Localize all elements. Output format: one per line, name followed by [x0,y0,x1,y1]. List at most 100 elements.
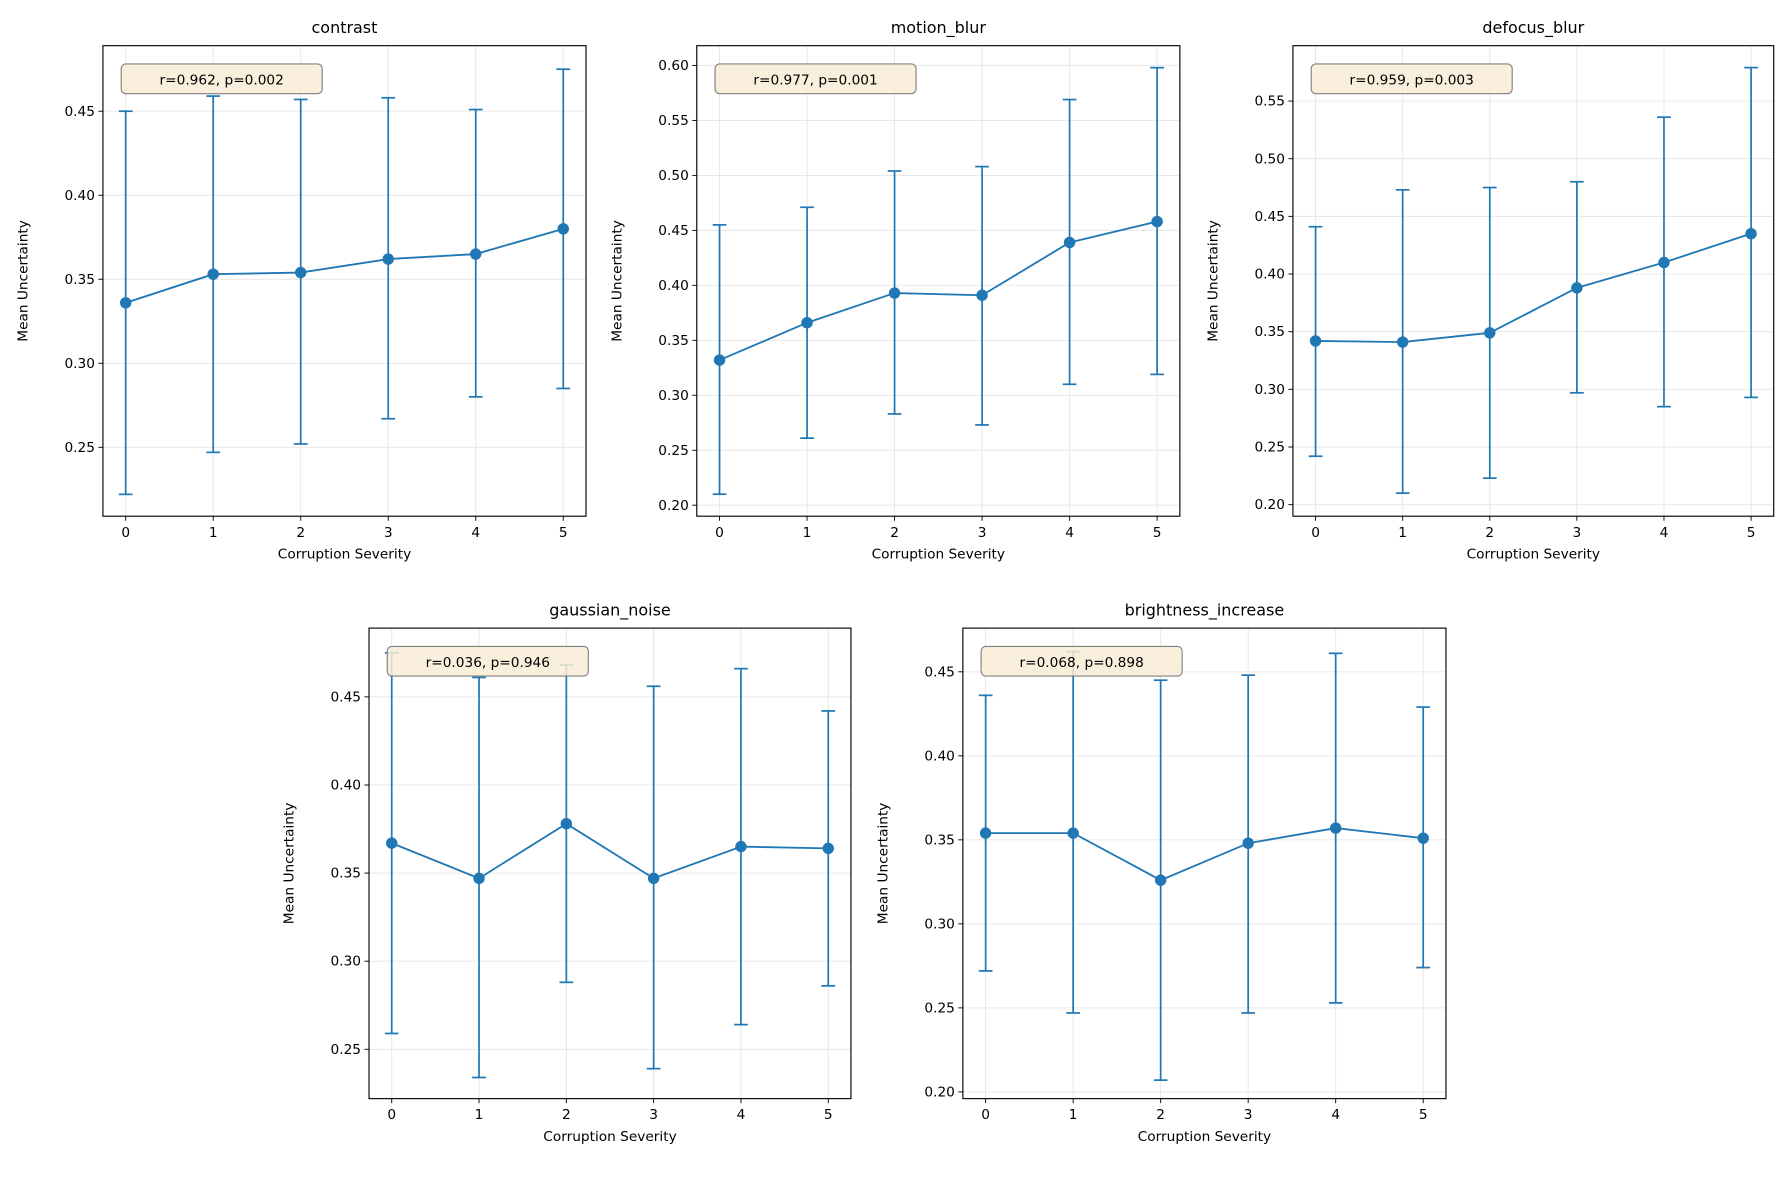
y-tick-label: 0.45 [1254,209,1284,225]
subplot-contrast: 0 1 2 3 4 5 0.25 0.30 0.35 0.40 0.45 r=0.962, p=0.0… [16,18,587,562]
axes-frame [102,45,587,517]
data-point [1417,832,1429,844]
subplot-defocus_blur: 0 1 2 3 4 5 0.20 0.25 0.30 0.35 0.40 0.45 0.50 0.55 r=… [1206,18,1775,562]
y-tick-label: 0.30 [1254,382,1284,398]
y-tick-label: 0.35 [1254,324,1284,340]
y-tick-label: 0.45 [924,664,954,680]
y-axis-label: Mean Uncertainty [609,220,625,342]
y-tick-label: 0.55 [658,113,688,129]
y-tick-label: 0.30 [658,388,688,404]
y-tick-label: 0.45 [64,104,94,120]
annotation-box [386,645,589,677]
data-point [979,827,992,839]
x-tick-label: 0 [1311,525,1320,541]
annotation-text: r=0.962, p=0.002 [160,73,284,89]
data-point [560,818,573,830]
y-tick-label: 0.40 [64,188,94,204]
y-tick-label: 0.20 [658,498,688,514]
x-tick-label: 3 [384,525,393,541]
y-tick-label: 0.35 [658,333,688,349]
data-point [888,287,901,299]
x-tick-label: 0 [387,1107,396,1123]
data-point [386,837,398,849]
y-tick-label: 0.45 [331,689,361,705]
x-tick-label: 3 [649,1107,658,1123]
series-line [125,227,564,304]
y-tick-label: 0.50 [658,168,688,184]
y-tick-label: 0.30 [924,916,954,932]
x-tick-label: 4 [737,1107,746,1123]
data-point [1067,827,1079,839]
series-line [1315,232,1752,343]
data-point [1154,874,1167,886]
y-tick-label: 0.40 [924,748,954,764]
x-tick-label: 5 [824,1107,833,1123]
x-axis-label: Corruption Severity [872,546,1005,562]
x-tick-label: 2 [1156,1107,1165,1123]
y-tick-label: 0.25 [331,1042,361,1058]
data-point [976,289,988,301]
data-point [735,840,747,853]
y-tick-label: 0.25 [64,440,94,456]
x-axis-label: Corruption Severity [1467,546,1600,562]
y-tick-label: 0.40 [1254,267,1284,283]
data-point [1396,336,1409,348]
annotation-text: r=0.036, p=0.946 [426,655,550,671]
data-point [713,354,726,366]
y-axis-label: Mean Uncertainty [876,803,892,925]
data-point [382,253,394,265]
y-tick-label: 0.30 [331,954,361,970]
subplot-title: defocus_blur [1482,18,1584,38]
subplot-title: contrast [312,18,378,37]
x-tick-label: 3 [1573,525,1582,541]
x-tick-label: 3 [1244,1107,1253,1123]
y-tick-label: 0.40 [658,278,688,294]
axes-frame [696,45,1181,517]
data-point [1658,256,1670,269]
y-tick-label: 0.35 [64,272,94,288]
data-point [801,317,813,329]
x-axis-label: Corruption Severity [1138,1129,1271,1145]
x-tick-label: 3 [978,525,987,541]
data-point [295,266,307,279]
x-tick-label: 0 [121,525,130,541]
y-axis-label: Mean Uncertainty [282,803,298,925]
annotation-box [120,63,323,95]
series-line [719,220,1158,361]
y-axis-label: Mean Uncertainty [16,220,32,342]
data-point [1309,335,1322,347]
x-axis-label: Corruption Severity [543,1129,676,1145]
y-tick-label: 0.30 [64,356,94,372]
annotation-text: r=0.068, p=0.898 [1019,655,1143,671]
y-axis-label: Mean Uncertainty [1206,220,1222,342]
axes-frame [368,627,852,1100]
annotation-box [714,63,917,95]
data-point [1484,327,1496,339]
y-tick-label: 0.25 [658,443,688,459]
subplot-brightness_increase: 0 1 2 3 4 5 0.20 0.25 0.30 0.35 0.40 0.45 r=0.068, p… [876,601,1447,1145]
data-point [119,297,132,309]
annotation-text: r=0.959, p=0.003 [1350,73,1474,89]
x-tick-label: 1 [1398,525,1407,541]
y-tick-label: 0.50 [1254,151,1284,167]
annotation-text: r=0.977, p=0.001 [753,73,877,89]
y-tick-label: 0.25 [924,1000,954,1016]
x-tick-label: 1 [475,1107,484,1123]
data-point [207,268,219,280]
x-tick-label: 4 [1065,525,1074,541]
x-tick-label: 0 [715,525,724,541]
y-tick-label: 0.20 [1254,497,1284,513]
x-tick-label: 5 [1153,525,1162,541]
subplot-title: gaussian_noise [549,601,670,621]
subplot-title: motion_blur [891,18,987,38]
data-point [557,223,569,235]
data-point [1063,236,1076,249]
data-point [473,872,485,885]
subplot-gaussian_noise: 0 1 2 3 4 5 0.25 0.30 0.35 0.40 0.45 r=0.036, p=0.9… [282,601,852,1145]
subplot-title: brightness_increase [1125,601,1285,621]
x-tick-label: 0 [981,1107,990,1123]
y-tick-label: 0.20 [924,1084,954,1100]
data-point [1151,215,1163,228]
y-tick-label: 0.35 [924,832,954,848]
